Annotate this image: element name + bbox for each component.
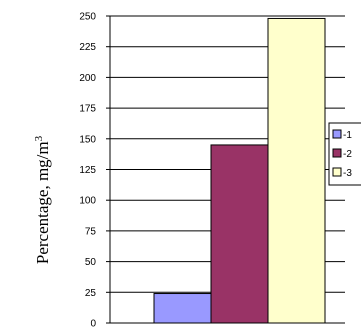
y-tick-label: 175 xyxy=(79,104,96,115)
y-axis-title: Percentage, mg/m3 xyxy=(33,135,52,264)
bar-series-3 xyxy=(267,17,326,324)
y-axis-ticks: 0 25 50 75 100 125 150 175 200 225 250 xyxy=(79,12,110,330)
legend-label-1: -1 xyxy=(343,130,352,141)
legend-swatch-2 xyxy=(332,148,342,158)
legend-label-3: -3 xyxy=(343,168,352,179)
y-tick-label: 100 xyxy=(79,196,96,207)
y-tick-label: 225 xyxy=(79,42,96,53)
y-tick-label: 125 xyxy=(79,165,96,176)
bar-series-2 xyxy=(210,144,269,324)
y-tick-label: 50 xyxy=(85,257,97,268)
legend-swatch-3 xyxy=(332,167,342,177)
legend: -1 -2 -3 xyxy=(328,122,361,186)
y-tick-label: 0 xyxy=(90,319,96,330)
y-tick-label: 75 xyxy=(85,226,97,237)
y-tick-label: 200 xyxy=(79,73,96,84)
y-tick-label: 25 xyxy=(85,288,97,299)
y-axis-title-text: Percentage, mg/m xyxy=(33,141,52,264)
legend-swatch-1 xyxy=(332,129,342,139)
y-axis-title-superscript: 3 xyxy=(33,135,45,141)
y-tick-label: 150 xyxy=(79,134,96,145)
bar-series-1 xyxy=(153,293,212,324)
legend-label-2: -2 xyxy=(343,149,352,160)
bars xyxy=(153,17,326,324)
y-tick-label: 250 xyxy=(79,12,96,23)
